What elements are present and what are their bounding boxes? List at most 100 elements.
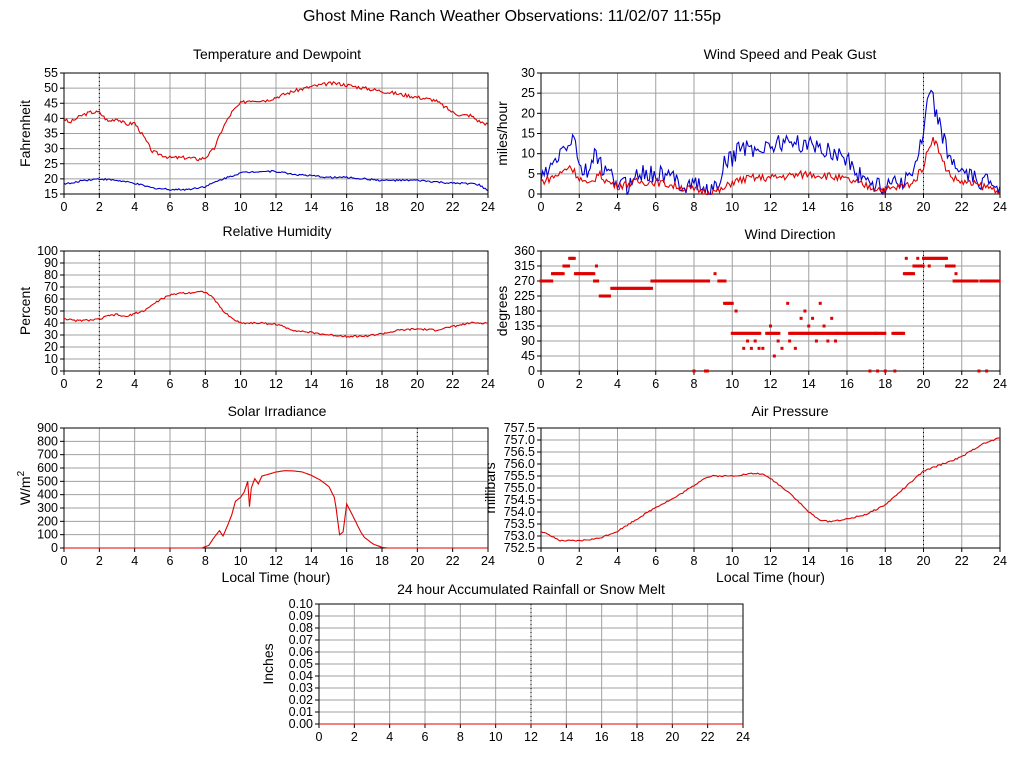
direction-point: [729, 301, 733, 305]
series-line-blue: [541, 89, 1000, 195]
direction-point: [658, 279, 662, 283]
x-tick-label: 6: [167, 554, 174, 568]
direction-point: [642, 286, 646, 290]
direction-point: [918, 264, 922, 268]
y-tick-label: 270: [514, 274, 535, 288]
direction-point: [637, 286, 641, 290]
direction-point: [769, 331, 773, 335]
y-tick-label: 35: [44, 127, 58, 141]
direction-point: [979, 279, 983, 283]
direction-point: [627, 286, 631, 290]
x-tick-label: 22: [701, 730, 715, 744]
x-tick-label: 12: [269, 200, 283, 214]
direction-point: [705, 369, 709, 373]
y-axis-label: Fahrenheit: [17, 100, 33, 167]
x-tick-label: 10: [234, 377, 248, 391]
direction-point: [721, 279, 725, 283]
x-tick-label: 6: [652, 200, 659, 214]
direction-point: [587, 272, 591, 276]
direction-point: [789, 331, 793, 335]
direction-point: [765, 331, 769, 335]
direction-point: [843, 331, 847, 335]
x-tick-label: 4: [614, 554, 621, 568]
y-tick-label: 100: [37, 528, 58, 542]
chart-title: Solar Irradiance: [228, 403, 327, 419]
direction-point: [812, 331, 816, 335]
direction-point: [673, 279, 677, 283]
x-tick-label: 4: [386, 730, 393, 744]
direction-point: [620, 286, 624, 290]
x-tick-label: 0: [316, 730, 323, 744]
direction-point: [692, 369, 696, 373]
x-tick-label: 20: [917, 200, 931, 214]
direction-point: [935, 256, 939, 260]
x-tick-label: 6: [167, 377, 174, 391]
y-tick-label: 757.5: [504, 421, 535, 435]
direction-point: [830, 331, 834, 335]
direction-point: [768, 331, 772, 335]
direction-point: [613, 286, 617, 290]
direction-point: [804, 331, 808, 335]
direction-point: [643, 286, 647, 290]
direction-point: [662, 279, 666, 283]
direction-point: [922, 256, 925, 260]
direction-point: [868, 369, 872, 373]
x-tick-label: 14: [802, 200, 816, 214]
direction-point: [910, 272, 914, 276]
direction-point: [907, 272, 911, 276]
x-tick-label: 22: [446, 200, 460, 214]
direction-point: [746, 331, 750, 335]
x-tick-label: 16: [340, 377, 354, 391]
direction-point: [561, 272, 565, 276]
direction-point: [811, 316, 815, 320]
direction-point: [674, 279, 678, 283]
x-tick-label: 2: [576, 377, 583, 391]
chart-title: Wind Speed and Peak Gust: [704, 46, 877, 62]
y-tick-label: 45: [44, 96, 58, 110]
direction-point: [997, 279, 1001, 283]
direction-point: [881, 331, 885, 335]
direction-point: [913, 264, 917, 268]
direction-point: [923, 256, 927, 260]
y-tick-label: 30: [521, 66, 535, 80]
direction-point: [892, 331, 896, 335]
y-tick-label: 225: [514, 289, 535, 303]
y-tick-label: 20: [521, 106, 535, 120]
direction-point: [636, 286, 640, 290]
direction-point: [733, 331, 737, 335]
y-tick-label: 15: [44, 187, 58, 201]
direction-point: [727, 301, 731, 305]
y-tick-label: 60: [44, 292, 58, 306]
direction-point: [550, 272, 554, 276]
direction-point: [601, 294, 605, 298]
direction-point: [798, 331, 802, 335]
direction-point: [639, 286, 643, 290]
direction-point: [667, 279, 671, 283]
direction-point: [869, 331, 873, 335]
y-tick-label: 756.5: [504, 445, 535, 459]
direction-point: [788, 339, 792, 343]
x-tick-label: 24: [993, 200, 1007, 214]
x-tick-label: 6: [652, 554, 659, 568]
direction-point: [661, 279, 665, 283]
direction-point: [645, 286, 649, 290]
direction-point: [571, 256, 575, 260]
direction-point: [897, 331, 901, 335]
x-tick-label: 24: [993, 377, 1007, 391]
x-tick-label: 14: [802, 377, 816, 391]
direction-point: [820, 331, 824, 335]
direction-point: [929, 256, 933, 260]
direction-point: [958, 279, 962, 283]
direction-point: [848, 331, 852, 335]
chart-title: Air Pressure: [751, 403, 828, 419]
direction-point: [732, 331, 736, 335]
x-tick-label: 20: [665, 730, 679, 744]
y-tick-label: 90: [521, 334, 535, 348]
y-tick-label: 0.00: [289, 717, 313, 731]
direction-point: [703, 369, 707, 373]
direction-point: [821, 331, 825, 335]
direction-point: [687, 279, 691, 283]
direction-point: [803, 309, 807, 313]
direction-point: [880, 331, 884, 335]
